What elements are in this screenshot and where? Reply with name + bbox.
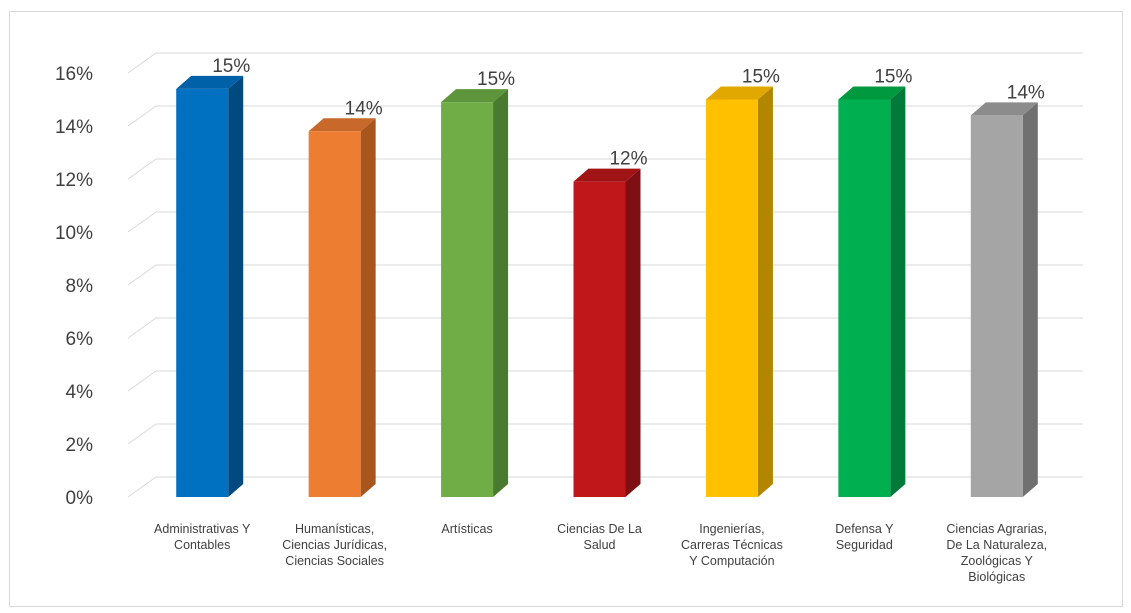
chart-frame bbox=[9, 11, 1123, 607]
gridline bbox=[127, 52, 1083, 74]
bar-side bbox=[625, 168, 641, 497]
y-tick-label: 14% bbox=[55, 117, 93, 138]
category-label: Ingenierías, Carreras Técnicas Y Computa… bbox=[680, 522, 783, 568]
y-tick-label: 6% bbox=[66, 329, 94, 350]
bar-top bbox=[705, 86, 773, 100]
data-label: 12% bbox=[609, 149, 647, 170]
bar-side bbox=[360, 118, 376, 498]
bar bbox=[176, 75, 244, 498]
bar-top bbox=[308, 118, 376, 132]
bar-front bbox=[838, 99, 891, 497]
data-label: 15% bbox=[874, 67, 912, 88]
category-label: Administrativas Y Contables bbox=[154, 522, 251, 552]
bar bbox=[970, 102, 1038, 498]
bar-front bbox=[573, 181, 626, 497]
bar-front bbox=[308, 131, 361, 498]
y-tick-label: 0% bbox=[66, 488, 94, 509]
data-label: 14% bbox=[345, 98, 383, 119]
bar-top bbox=[573, 168, 641, 182]
bar-top bbox=[970, 102, 1038, 116]
bar-top bbox=[176, 75, 244, 89]
bar-side bbox=[757, 86, 773, 497]
bar bbox=[838, 86, 906, 497]
gridline bbox=[127, 105, 1083, 127]
bar bbox=[441, 89, 509, 498]
bar-front bbox=[705, 99, 758, 497]
y-tick-label: 2% bbox=[66, 435, 94, 456]
y-tick-label: 8% bbox=[66, 276, 94, 297]
bar bbox=[573, 168, 641, 497]
data-label: 14% bbox=[1007, 82, 1045, 103]
bar-front bbox=[970, 115, 1023, 498]
bar-side bbox=[1022, 102, 1038, 498]
y-tick-label: 4% bbox=[66, 382, 94, 403]
category-label: Artísticas bbox=[441, 522, 493, 536]
bar-front bbox=[176, 88, 229, 498]
category-label: Ciencias Agrarias, De La Naturaleza, Zoo… bbox=[946, 522, 1048, 584]
data-label: 15% bbox=[477, 69, 515, 90]
bar-top bbox=[838, 86, 906, 100]
y-tick-label: 12% bbox=[55, 170, 93, 191]
data-label: 15% bbox=[742, 67, 780, 88]
category-label: Humanísticas, Ciencias Jurídicas, Cienci… bbox=[282, 522, 388, 568]
data-label: 15% bbox=[212, 56, 250, 77]
bar-side bbox=[890, 86, 906, 497]
category-label: Ciencias De La Salud bbox=[557, 522, 642, 552]
category-label: Defensa Y Seguridad bbox=[835, 522, 894, 552]
y-tick-label: 10% bbox=[55, 223, 93, 244]
bar-side bbox=[228, 75, 244, 498]
bar bbox=[705, 86, 773, 497]
bar-front bbox=[441, 102, 494, 498]
bar-side bbox=[493, 89, 509, 498]
bar bbox=[308, 118, 376, 498]
y-tick-label: 16% bbox=[55, 64, 93, 85]
bar-top bbox=[441, 89, 509, 103]
